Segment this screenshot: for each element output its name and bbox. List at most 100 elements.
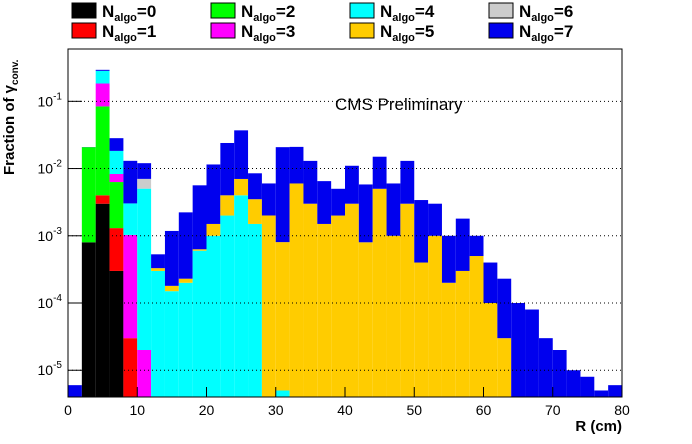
bar-segment <box>220 215 235 397</box>
bar-segment <box>594 390 609 397</box>
bar-segment <box>137 178 152 189</box>
bar-segment <box>525 309 539 397</box>
legend-label: Nalgo=6 <box>519 2 573 24</box>
bar-segment <box>372 156 387 189</box>
bar-segment <box>358 242 373 397</box>
legend-swatch <box>349 2 375 19</box>
legend-label: Nalgo=0 <box>102 2 156 24</box>
legend-swatch <box>488 22 514 39</box>
bar-segment <box>95 69 110 71</box>
bar-segment <box>151 254 165 269</box>
bar-segment <box>455 218 470 271</box>
bar-segment <box>81 242 96 397</box>
bar-segment <box>538 338 553 397</box>
x-axis-title: R (cm) <box>575 418 622 435</box>
bar-segment <box>95 70 110 84</box>
bar-segment <box>123 234 138 339</box>
bar-segment <box>137 188 152 351</box>
y-tick-label: 10-4 <box>38 293 63 311</box>
bar-segment <box>164 291 179 397</box>
y-tick-label: 10-5 <box>38 360 63 378</box>
bar-segment <box>95 203 110 397</box>
bar-segment <box>386 183 401 236</box>
bar-segment <box>469 256 484 397</box>
bar-segment <box>331 188 345 216</box>
bar-segment <box>428 203 442 236</box>
bar-segment <box>275 147 290 243</box>
bar-segment <box>317 181 332 224</box>
bar-segment <box>164 230 179 286</box>
legend-swatch <box>210 22 236 39</box>
bar-segment <box>483 262 498 304</box>
bar-segment <box>68 385 82 397</box>
bar-segment <box>192 185 207 250</box>
bar-segment <box>608 385 622 397</box>
legend-swatch <box>488 2 514 19</box>
bar-segment <box>552 350 567 397</box>
bar-segment <box>151 268 165 271</box>
bar-segment <box>123 203 138 235</box>
bar-segment <box>248 173 262 200</box>
bar-segment <box>109 228 124 271</box>
bar-segment <box>428 235 442 397</box>
bar-segment <box>164 285 179 292</box>
bar-segment <box>275 390 290 397</box>
bar-segment <box>220 195 235 216</box>
y-axis-title: Fraction of γconv. <box>1 59 21 175</box>
bar-segment <box>234 195 249 397</box>
x-tick-label: 80 <box>614 402 630 418</box>
legend-label: Nalgo=7 <box>519 22 573 44</box>
bar-segment <box>109 270 124 397</box>
bar-segment <box>248 199 262 224</box>
bar-segment <box>345 203 359 397</box>
bar-segment <box>151 270 165 397</box>
bar-segment <box>95 106 110 196</box>
y-tick-label: 10-2 <box>38 159 63 177</box>
bar-segment <box>289 183 304 397</box>
bar-segment <box>386 235 401 397</box>
bar-segment <box>566 370 581 397</box>
bar-segment <box>455 270 470 397</box>
legend-label: Nalgo=3 <box>241 22 295 44</box>
bar-segment <box>109 138 124 151</box>
bar-segment <box>248 223 262 397</box>
x-tick-label: 10 <box>129 402 145 418</box>
bar-segment <box>109 173 124 183</box>
bar-segment <box>109 150 124 174</box>
bar-segment <box>580 376 595 397</box>
bar-segment <box>123 338 138 397</box>
bar-segment <box>206 223 221 236</box>
bar-segment <box>192 249 207 251</box>
bar-segment <box>400 203 415 397</box>
bar-segment <box>303 160 318 204</box>
bar-segment <box>109 182 124 229</box>
bar-segment <box>289 146 304 184</box>
bar-segment <box>178 278 193 283</box>
bars <box>68 69 622 397</box>
annotation: CMS Preliminary <box>335 95 463 114</box>
bar-segment <box>261 183 276 216</box>
bar-segment <box>372 188 387 397</box>
legend-label: Nalgo=2 <box>241 2 295 24</box>
bar-segment <box>81 147 96 243</box>
bar-segment <box>303 203 318 397</box>
bar-segment <box>275 242 290 391</box>
bar-segment <box>400 160 415 204</box>
x-tick-label: 30 <box>268 402 284 418</box>
x-tick-label: 50 <box>406 402 422 418</box>
bar-segment <box>206 235 221 397</box>
bar-segment <box>123 160 138 204</box>
legend-label: Nalgo=1 <box>102 22 156 44</box>
bar-segment <box>137 163 152 179</box>
bar-segment <box>497 338 512 397</box>
bar-segment <box>261 215 276 397</box>
legend-label: Nalgo=4 <box>380 2 435 24</box>
bar-segment <box>358 184 373 243</box>
bar-segment <box>469 235 484 257</box>
bar-segment <box>95 83 110 107</box>
bar-segment <box>137 350 152 397</box>
legend-swatch <box>349 22 375 39</box>
legend-label: Nalgo=5 <box>380 22 434 44</box>
bar-segment <box>95 195 110 204</box>
